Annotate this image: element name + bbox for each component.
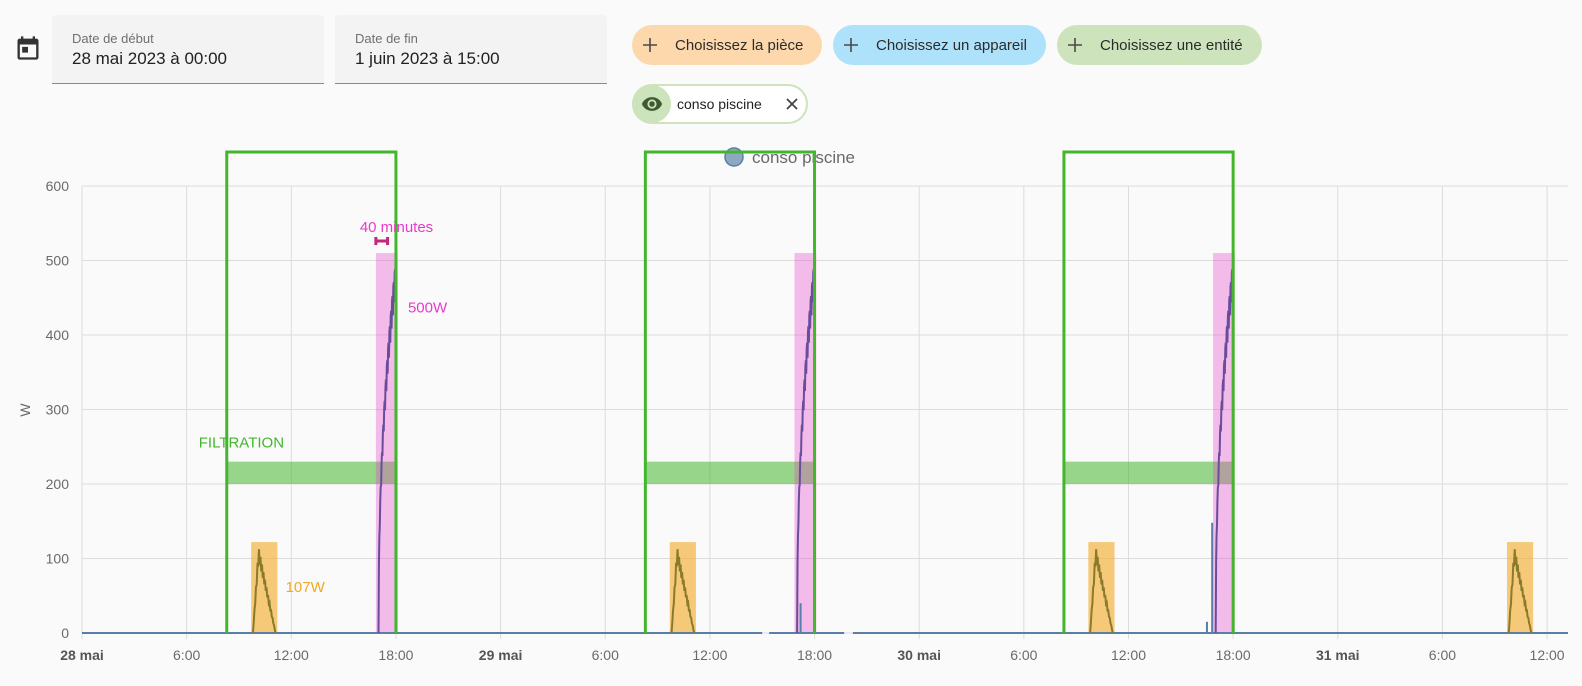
x-tick-label: 6:00 [592, 647, 619, 663]
peak-band [1213, 253, 1235, 634]
plus-icon [1068, 38, 1082, 52]
filtration-band [645, 461, 815, 484]
history-toolbar: Date de début 28 mai 2023 à 00:00 Date d… [0, 0, 1582, 140]
history-chart: 0 100 200 300 400 500 600 28 mai 6:00 12:00 18:00… [17, 147, 1568, 663]
duration-label: 40 minutes [360, 219, 433, 236]
choose-area-label: Choisissez la pièce [675, 36, 804, 54]
x-tick-label: 12:00 [1530, 647, 1565, 663]
filtration-bracket [1062, 150, 1235, 633]
small-peak-label: 107W [286, 579, 326, 596]
small-peak-line [1507, 549, 1533, 634]
peak-ramp-line [1214, 260, 1235, 634]
filtration-band [1063, 461, 1234, 484]
choose-entity-label: Choisissez une entité [1100, 36, 1243, 54]
filtration-bracket [643, 150, 817, 633]
x-tick-label: 18:00 [378, 647, 413, 663]
y-tick-label: 600 [46, 178, 70, 194]
start-date-value: 28 mai 2023 à 00:00 [72, 49, 228, 68]
y-tick-label: 100 [46, 551, 70, 567]
x-tick-label: 6:00 [1429, 647, 1456, 663]
entity-chip-label: conso piscine [677, 96, 762, 112]
x-tick-label: 6:00 [1010, 647, 1037, 663]
x-tick-label: 18:00 [797, 647, 832, 663]
x-tick-label: 12:00 [1111, 647, 1146, 663]
y-tick-label: 0 [61, 625, 69, 641]
x-tick-label: 28 mai [60, 647, 104, 663]
eye-icon[interactable] [633, 85, 671, 123]
x-tick-label: 30 mai [897, 647, 941, 663]
chart-grid [81, 185, 1568, 639]
plus-icon [844, 38, 858, 52]
end-date-field[interactable]: Date de fin 1 juin 2023 à 15:00 [335, 15, 607, 84]
annotation-labels: FILTRATION 40 minutes 500W 107W [199, 219, 448, 596]
x-axis-ticks: 28 mai 6:00 12:00 18:00 29 mai 6:00 12:00 18:00… [60, 647, 1565, 663]
filtration-brackets [225, 150, 1235, 633]
x-tick-label: 12:00 [274, 647, 309, 663]
peak-ramp-line [377, 260, 397, 634]
filtration-band [226, 461, 396, 484]
y-tick-label: 200 [46, 476, 70, 492]
y-tick-label: 300 [46, 402, 70, 418]
peak-band [794, 253, 817, 634]
choose-area-button[interactable]: Choisissez la pièce [632, 25, 822, 65]
small-peak-line [670, 549, 696, 634]
end-date-label: Date de fin [355, 31, 418, 46]
filtration-bracket [225, 150, 398, 633]
annotation-bands [226, 237, 1534, 634]
x-tick-label: 31 mai [1316, 647, 1360, 663]
x-tick-label: 29 mai [479, 647, 523, 663]
start-date-label: Date de début [72, 31, 154, 46]
y-tick-label: 500 [46, 253, 70, 269]
peak-ramp-line [796, 260, 816, 634]
peak-band [375, 253, 398, 634]
entity-chip[interactable]: conso piscine [632, 84, 808, 124]
peak-label: 500W [408, 300, 448, 317]
x-tick-label: 6:00 [173, 647, 200, 663]
small-peak-line [1089, 549, 1114, 634]
duration-marker [374, 237, 390, 246]
plus-icon [643, 38, 657, 52]
calendar-icon[interactable] [14, 34, 42, 62]
x-tick-label: 12:00 [692, 647, 727, 663]
choose-device-label: Choisissez un appareil [876, 36, 1027, 54]
close-icon[interactable] [784, 96, 800, 112]
start-date-field[interactable]: Date de début 28 mai 2023 à 00:00 [52, 15, 324, 84]
x-tick-label: 18:00 [1216, 647, 1251, 663]
end-date-value: 1 juin 2023 à 15:00 [355, 49, 500, 68]
small-peak-line [251, 549, 277, 634]
y-axis-ticks: 0 100 200 300 400 500 600 [46, 178, 70, 641]
y-axis-label: W [17, 403, 33, 417]
choose-device-button[interactable]: Choisissez un appareil [833, 25, 1046, 65]
series-conso-piscine [82, 260, 1568, 634]
choose-entity-button[interactable]: Choisissez une entité [1057, 25, 1262, 65]
filtration-label: FILTRATION [199, 435, 284, 452]
y-tick-label: 400 [46, 327, 70, 343]
